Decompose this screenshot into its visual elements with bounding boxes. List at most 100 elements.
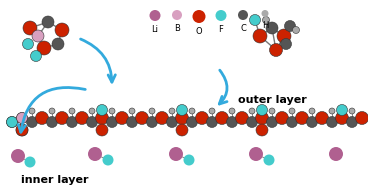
Circle shape: [329, 108, 335, 114]
Circle shape: [16, 124, 28, 136]
Circle shape: [176, 112, 188, 125]
Circle shape: [296, 112, 308, 125]
Circle shape: [347, 116, 357, 128]
Circle shape: [7, 116, 18, 128]
Circle shape: [129, 108, 135, 114]
Circle shape: [11, 149, 25, 163]
Circle shape: [187, 116, 198, 128]
Circle shape: [37, 41, 51, 55]
Circle shape: [309, 108, 315, 114]
Circle shape: [266, 116, 277, 128]
Circle shape: [106, 116, 117, 128]
Circle shape: [176, 124, 188, 136]
Circle shape: [23, 21, 37, 35]
Circle shape: [135, 112, 149, 125]
Circle shape: [284, 20, 296, 32]
Text: B: B: [174, 24, 180, 33]
Circle shape: [96, 124, 108, 136]
Circle shape: [88, 147, 102, 161]
Circle shape: [255, 112, 269, 125]
Circle shape: [262, 16, 269, 23]
Text: H: H: [262, 21, 268, 30]
Circle shape: [149, 108, 155, 114]
Circle shape: [17, 112, 28, 123]
Circle shape: [55, 23, 69, 37]
Circle shape: [17, 112, 28, 123]
Circle shape: [256, 105, 268, 115]
Circle shape: [177, 105, 188, 115]
Circle shape: [336, 112, 348, 125]
Circle shape: [29, 108, 35, 114]
Circle shape: [253, 29, 267, 43]
Circle shape: [169, 108, 175, 114]
Circle shape: [49, 108, 55, 114]
Circle shape: [238, 10, 248, 20]
Circle shape: [249, 147, 263, 161]
Text: inner layer: inner layer: [21, 175, 89, 185]
Circle shape: [156, 112, 169, 125]
Circle shape: [315, 112, 329, 125]
Circle shape: [67, 116, 78, 128]
Circle shape: [172, 10, 182, 20]
Circle shape: [32, 30, 44, 42]
Text: outer layer: outer layer: [238, 95, 307, 105]
Circle shape: [326, 116, 337, 128]
Circle shape: [263, 154, 275, 166]
Circle shape: [216, 112, 229, 125]
Circle shape: [42, 16, 54, 28]
Circle shape: [236, 112, 248, 125]
Text: F: F: [219, 25, 223, 34]
Circle shape: [96, 105, 107, 115]
Circle shape: [277, 29, 291, 43]
Circle shape: [229, 108, 235, 114]
Circle shape: [184, 154, 195, 166]
Circle shape: [349, 108, 355, 114]
Circle shape: [276, 112, 289, 125]
Text: O: O: [196, 27, 202, 36]
Circle shape: [46, 116, 57, 128]
Circle shape: [329, 147, 343, 161]
Circle shape: [35, 112, 49, 125]
Circle shape: [69, 108, 75, 114]
Circle shape: [116, 112, 128, 125]
Circle shape: [75, 112, 88, 125]
Circle shape: [16, 124, 28, 136]
Circle shape: [256, 124, 268, 136]
Circle shape: [287, 116, 297, 128]
Circle shape: [166, 116, 177, 128]
Circle shape: [280, 39, 291, 50]
Circle shape: [247, 116, 258, 128]
Text: C: C: [240, 24, 246, 33]
Circle shape: [355, 112, 368, 125]
Circle shape: [26, 116, 38, 128]
Circle shape: [226, 116, 237, 128]
Circle shape: [195, 112, 209, 125]
Circle shape: [289, 108, 295, 114]
Circle shape: [269, 108, 275, 114]
Circle shape: [293, 26, 300, 33]
Circle shape: [336, 105, 347, 115]
Circle shape: [216, 10, 226, 21]
Circle shape: [25, 156, 35, 167]
Circle shape: [89, 108, 95, 114]
Circle shape: [189, 108, 195, 114]
Circle shape: [206, 116, 217, 128]
Circle shape: [127, 116, 138, 128]
Circle shape: [250, 15, 261, 26]
Circle shape: [266, 22, 278, 34]
Circle shape: [7, 116, 18, 128]
Circle shape: [56, 112, 68, 125]
Circle shape: [307, 116, 318, 128]
Circle shape: [96, 112, 109, 125]
Circle shape: [146, 116, 158, 128]
Circle shape: [209, 108, 215, 114]
Circle shape: [52, 38, 64, 50]
Text: Li: Li: [152, 25, 159, 34]
Circle shape: [262, 10, 269, 17]
Circle shape: [192, 10, 205, 23]
Circle shape: [103, 154, 113, 166]
Circle shape: [31, 50, 42, 61]
Circle shape: [22, 39, 33, 50]
Circle shape: [169, 147, 183, 161]
Circle shape: [149, 10, 160, 21]
